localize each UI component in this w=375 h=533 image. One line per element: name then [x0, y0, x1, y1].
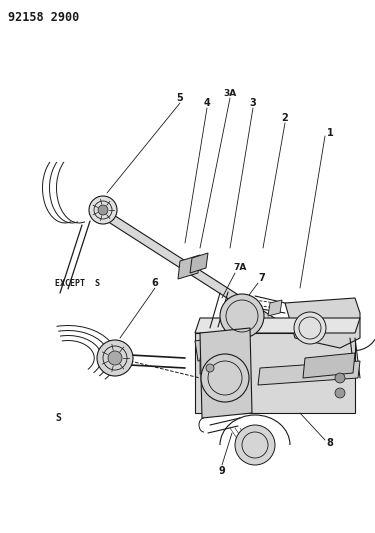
Polygon shape — [195, 338, 218, 361]
Polygon shape — [95, 203, 305, 348]
Text: 7: 7 — [259, 273, 266, 283]
Circle shape — [235, 425, 275, 465]
Text: EXCEPT  S: EXCEPT S — [55, 279, 100, 287]
Polygon shape — [190, 253, 208, 273]
Text: 3: 3 — [250, 98, 256, 108]
Text: 2: 2 — [282, 113, 288, 123]
Text: 9: 9 — [219, 466, 225, 476]
Polygon shape — [258, 361, 360, 385]
Text: S: S — [55, 413, 61, 423]
Polygon shape — [226, 335, 245, 354]
Polygon shape — [200, 328, 252, 418]
Polygon shape — [178, 255, 200, 279]
Polygon shape — [285, 298, 360, 348]
Circle shape — [206, 364, 214, 372]
Text: 5: 5 — [177, 93, 183, 103]
Circle shape — [201, 354, 249, 402]
Circle shape — [220, 294, 264, 338]
Text: 3A: 3A — [224, 88, 237, 98]
Text: 6: 6 — [152, 278, 158, 288]
Text: 7A: 7A — [233, 263, 247, 272]
Polygon shape — [268, 300, 282, 316]
Polygon shape — [303, 353, 355, 378]
Circle shape — [335, 388, 345, 398]
Text: 1: 1 — [327, 128, 333, 138]
Circle shape — [98, 205, 108, 215]
Circle shape — [294, 312, 326, 344]
Text: 92158 2900: 92158 2900 — [8, 11, 79, 24]
Polygon shape — [195, 333, 355, 413]
Text: 4: 4 — [204, 98, 210, 108]
Circle shape — [108, 351, 122, 365]
Text: 8: 8 — [327, 438, 333, 448]
Circle shape — [335, 373, 345, 383]
Polygon shape — [200, 355, 220, 374]
Circle shape — [97, 340, 133, 376]
Circle shape — [89, 196, 117, 224]
Polygon shape — [195, 318, 360, 333]
